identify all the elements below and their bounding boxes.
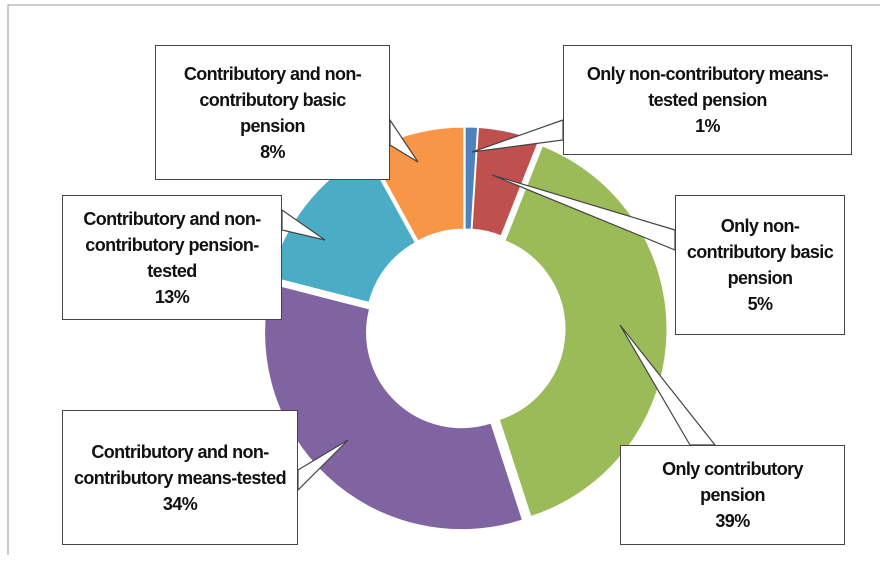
value-label: 39% (715, 511, 750, 531)
category-label: Only contributory pension (662, 459, 803, 505)
frame (7, 4, 880, 555)
value-label: 5% (747, 294, 773, 314)
callout-label: Only non-contributory basic pension 5% (675, 195, 845, 335)
donut-slice (464, 126, 479, 230)
donut-slice (264, 283, 524, 531)
category-label: Contributory and non-contributory pensio… (83, 208, 261, 281)
callout-label: Contributory and non-contributory means-… (62, 410, 298, 545)
callout-pointer (297, 439, 349, 492)
category-label: Only non-contributory basic pension (686, 216, 834, 288)
callout-label: Contributory and non-contributory basic … (155, 45, 390, 180)
category-label: Only non-contributory means-tested pensi… (586, 64, 829, 110)
callout-label: Only non-contributory means-tested pensi… (563, 45, 852, 155)
callout-label: Contributory and non-contributory pensio… (62, 195, 282, 320)
callout-pointer (281, 208, 326, 241)
value-label: 1% (695, 116, 720, 136)
callout-label: Only contributory pension 39% (620, 445, 845, 545)
value-label: 34% (162, 493, 198, 514)
category-label: Contributory and non-contributory means-… (73, 441, 287, 488)
value-label: 8% (260, 141, 285, 162)
value-label: 13% (154, 286, 190, 307)
callout-pointer (389, 118, 419, 163)
category-label: Contributory and non-contributory basic … (183, 63, 362, 136)
